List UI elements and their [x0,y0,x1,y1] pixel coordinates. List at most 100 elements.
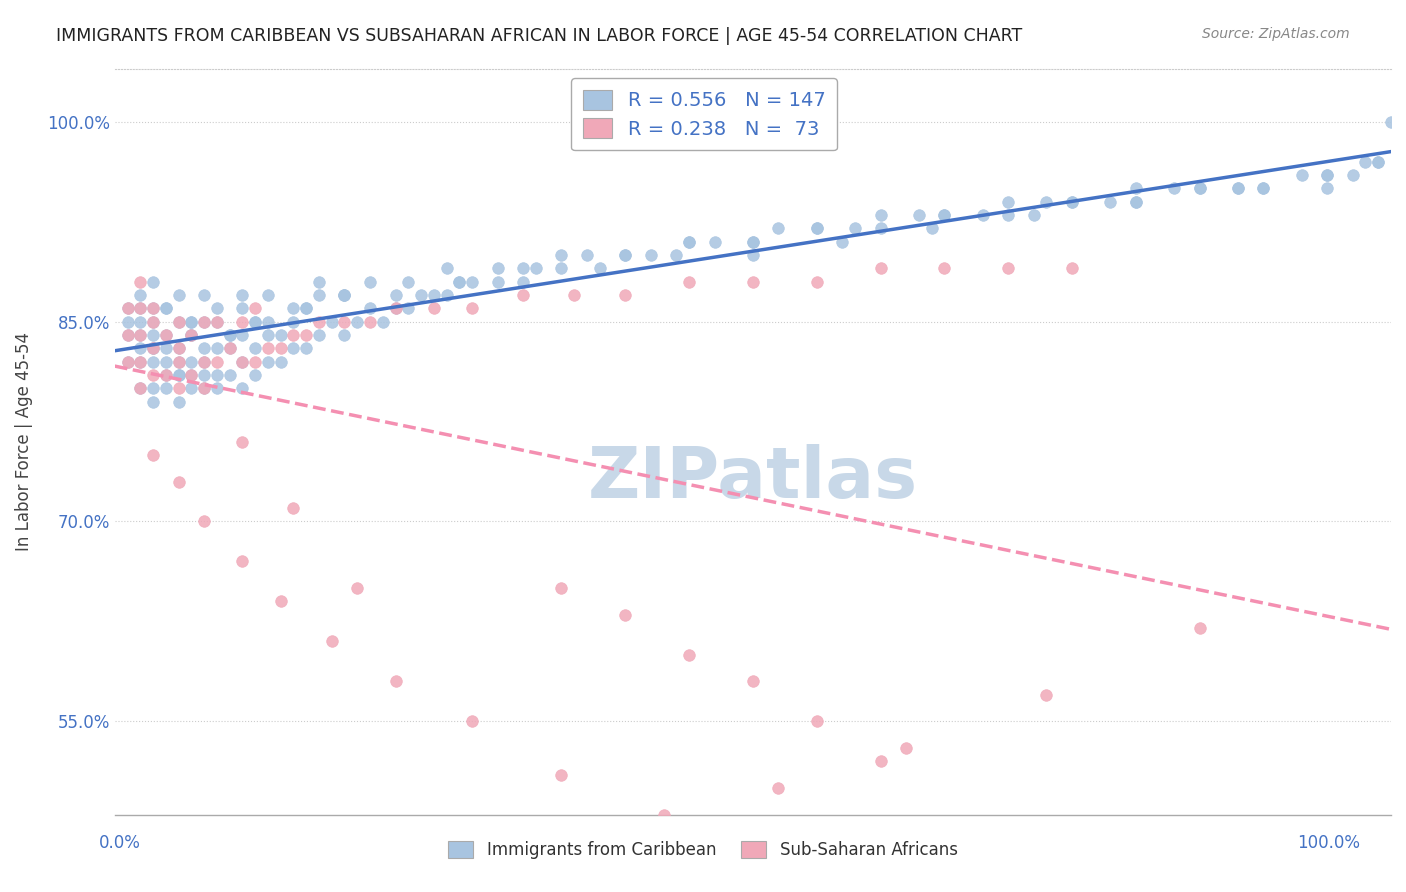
Point [1188,181,1211,195]
Point [218,328,240,343]
Point [231,288,253,302]
Point [257,288,280,302]
Point [257,315,280,329]
Point [167,315,190,329]
Point [768,221,790,235]
Point [1354,154,1376,169]
Point [193,315,215,329]
Point [142,341,165,355]
Point [308,328,330,343]
Point [308,275,330,289]
Point [257,341,280,355]
Point [575,248,598,262]
Point [894,741,917,756]
Point [129,354,152,368]
Point [283,328,305,343]
Point [129,328,152,343]
Point [703,235,725,249]
Point [436,288,458,302]
Point [283,501,305,516]
Point [678,648,700,662]
Point [155,301,177,316]
Point [346,581,368,595]
Point [142,341,165,355]
Point [741,248,763,262]
Point [359,315,381,329]
Point [243,315,266,329]
Point [231,354,253,368]
Point [423,288,446,302]
Point [550,767,572,781]
Point [308,288,330,302]
Point [1379,115,1402,129]
Point [243,368,266,382]
Point [1253,181,1275,195]
Point [142,448,165,462]
Point [997,208,1019,222]
Text: IMMIGRANTS FROM CARIBBEAN VS SUBSAHARAN AFRICAN IN LABOR FORCE | AGE 45-54 CORRE: IMMIGRANTS FROM CARIBBEAN VS SUBSAHARAN … [56,27,1022,45]
Point [614,607,637,622]
Point [1125,194,1147,209]
Y-axis label: In Labor Force | Age 45-54: In Labor Force | Age 45-54 [15,332,32,551]
Point [678,235,700,249]
Point [129,341,152,355]
Point [806,275,828,289]
Point [129,381,152,395]
Point [117,315,139,329]
Point [1060,194,1083,209]
Point [550,248,572,262]
Point [117,354,139,368]
Point [295,341,318,355]
Point [384,288,406,302]
Point [193,515,215,529]
Text: ZIPatlas: ZIPatlas [588,444,918,513]
Point [1035,688,1057,702]
Point [142,394,165,409]
Legend: R = 0.556   N = 147, R = 0.238   N =  73: R = 0.556 N = 147, R = 0.238 N = 73 [571,78,837,151]
Point [155,354,177,368]
Point [270,328,292,343]
Point [1316,168,1339,182]
Legend: Immigrants from Caribbean, Sub-Saharan Africans: Immigrants from Caribbean, Sub-Saharan A… [441,834,965,866]
Point [396,275,419,289]
Point [142,368,165,382]
Point [270,594,292,608]
Point [997,261,1019,276]
Point [869,208,891,222]
Point [333,288,356,302]
Point [423,301,446,316]
Point [129,288,152,302]
Point [449,275,471,289]
Point [283,341,305,355]
Point [346,315,368,329]
Point [231,301,253,316]
Point [180,315,202,329]
Point [167,288,190,302]
Point [205,341,228,355]
Point [461,301,484,316]
Point [512,261,534,276]
Point [486,261,509,276]
Point [193,341,215,355]
Point [741,275,763,289]
Point [270,341,292,355]
Point [614,288,637,302]
Point [371,315,394,329]
Point [614,248,637,262]
Point [295,301,318,316]
Point [129,301,152,316]
Point [180,368,202,382]
Point [934,208,956,222]
Point [205,315,228,329]
Point [180,328,202,343]
Point [142,315,165,329]
Point [614,248,637,262]
Point [333,288,356,302]
Point [180,328,202,343]
Point [142,341,165,355]
Point [155,381,177,395]
Point [550,261,572,276]
Point [934,261,956,276]
Point [243,301,266,316]
Point [117,301,139,316]
